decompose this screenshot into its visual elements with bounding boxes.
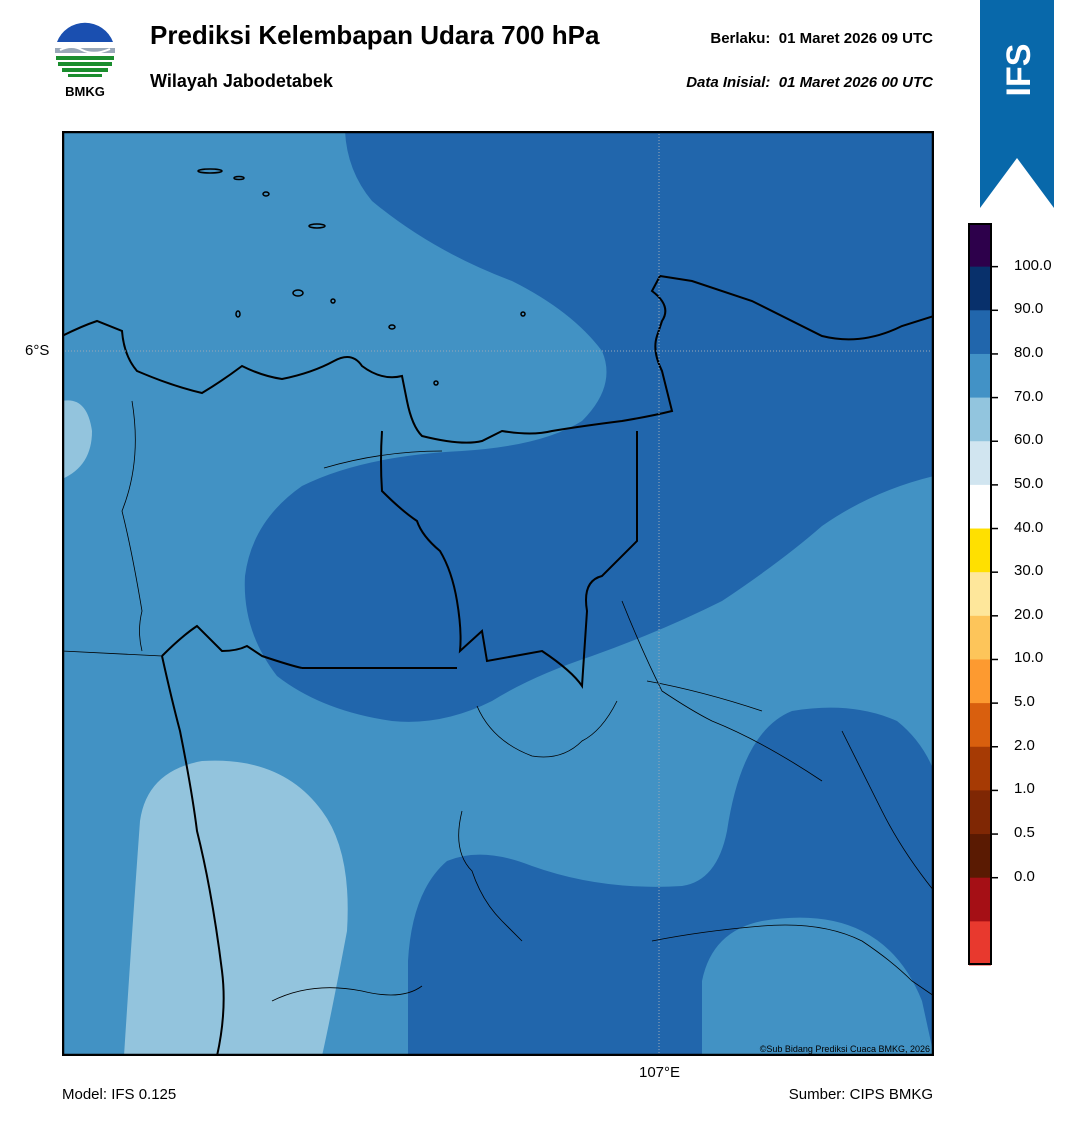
init-time: Data Inisial: 01 Maret 2026 00 UTC [686,74,933,91]
logo-text: BMKG [65,84,105,99]
colorbar-label: 1.0 [1014,780,1035,798]
shade-60-70-sw [124,760,348,1056]
colorbar-label: 100.0 [1014,256,1052,274]
valid-time: Berlaku: 01 Maret 2026 09 UTC [710,30,933,47]
colorbar-label: 10.0 [1014,649,1044,667]
ifs-text: IFS [1000,44,1038,97]
init-label: Data Inisial: [686,74,771,91]
west-boundary [161,624,457,1056]
colorbar-swatch [969,572,991,617]
colorbar-label: 70.0 [1014,387,1044,405]
colorbar-swatch [969,790,991,835]
map-subtitle: Wilayah Jabodetabek [150,71,333,91]
lon-tick-label: 107°E [639,1064,681,1081]
colorbar-swatch [969,223,991,268]
colorbar [968,223,998,966]
map-frame [61,130,935,1057]
colorbar-swatch [969,528,991,573]
coastline [62,274,934,444]
colorbar-label: 5.0 [1014,693,1035,711]
colorbar-swatch [969,877,991,922]
bmkg-logo: BMKG [52,20,118,102]
colorbar-swatch [969,746,991,791]
colorbar-label: 20.0 [1014,605,1044,623]
province-boundary [380,430,638,690]
map-copyright: ©Sub Bidang Prediksi Cuaca BMKG, 2026 [759,1044,930,1054]
colorbar-swatch [969,921,991,966]
colorbar-swatch [969,659,991,704]
shade-80-90-north [244,131,934,722]
init-value: 01 Maret 2026 00 UTC [778,74,933,91]
lat-tick-label: 6°S [25,342,50,359]
colorbar-swatch [969,484,991,530]
colorbar-swatch [969,834,991,879]
colorbar-label: 80.0 [1014,343,1044,361]
colorbar-swatch [969,615,991,660]
valid-value: 01 Maret 2026 09 UTC [778,30,933,47]
model-label: Model: IFS 0.125 [62,1086,177,1103]
colorbar-frame [968,223,992,965]
colorbar-swatch [969,353,991,399]
colorbar-swatch [969,441,991,486]
colorbar-label: 30.0 [1014,562,1044,580]
ifs-badge: IFS [980,0,1054,210]
shade-70-80-se [702,917,934,1056]
ifs-ribbon-icon: IFS [980,0,1054,208]
colorbar-label: 2.0 [1014,736,1035,754]
humidity-map: ©Sub Bidang Prediksi Cuaca BMKG, 2026 [61,130,935,1057]
thousand-islands [197,168,526,386]
colorbar-label: 40.0 [1014,518,1044,536]
colorbar-label: 50.0 [1014,474,1044,492]
map-canvas [61,130,935,1057]
colorbar-swatch [969,266,991,311]
colorbar-swatch [969,397,991,442]
colorbar-swatch [969,703,991,748]
valid-label: Berlaku: [710,30,771,47]
map-title: Prediksi Kelembapan Udara 700 hPa [150,20,600,50]
colorbar-label: 0.0 [1014,867,1035,885]
colorbar-label: 0.5 [1014,824,1035,842]
shade-60-70-w [62,400,92,479]
colorbar-label: 60.0 [1014,431,1044,449]
bmkg-emblem-icon [55,22,115,82]
colorbar-swatch [969,310,991,355]
district-boundaries [62,400,934,1002]
colorbar-label: 90.0 [1014,300,1044,318]
colorbar-swatches [968,223,998,966]
source-label: Sumber: CIPS BMKG [788,1086,933,1103]
